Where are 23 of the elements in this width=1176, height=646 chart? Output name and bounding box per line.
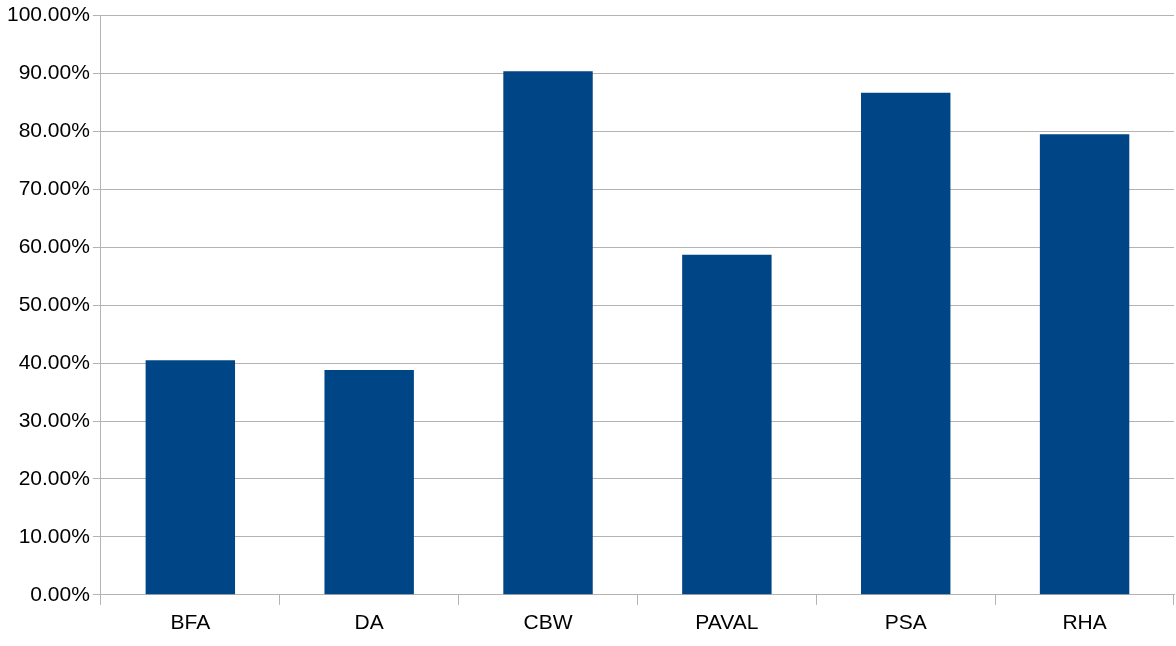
y-tick-label: 0.00% — [30, 581, 90, 605]
bar — [861, 92, 951, 595]
y-tick-label: 40.00% — [18, 349, 90, 373]
y-tick-label: 100.00% — [7, 2, 90, 26]
y-tick-label: 90.00% — [18, 60, 90, 84]
x-tick-label: RHA — [1062, 610, 1107, 634]
y-tick-label: 30.00% — [18, 407, 90, 431]
x-tick-label: PAVAL — [695, 610, 759, 634]
bar — [145, 360, 236, 595]
y-tick-label: 70.00% — [18, 176, 90, 200]
bar — [324, 370, 414, 595]
x-tick-label: BFA — [170, 610, 211, 634]
y-tick-label: 60.00% — [18, 234, 90, 258]
y-tick-label: 80.00% — [18, 118, 90, 142]
bar — [682, 254, 772, 595]
bar — [1039, 134, 1130, 595]
y-tick-label: 10.00% — [18, 523, 90, 547]
x-tick-label: DA — [354, 610, 384, 634]
y-tick-label: 50.00% — [18, 292, 90, 315]
bar — [503, 71, 593, 595]
y-tick-label: 20.00% — [18, 465, 90, 489]
x-tick-label: CBW — [523, 610, 573, 634]
x-tick-label: PSA — [884, 610, 927, 634]
